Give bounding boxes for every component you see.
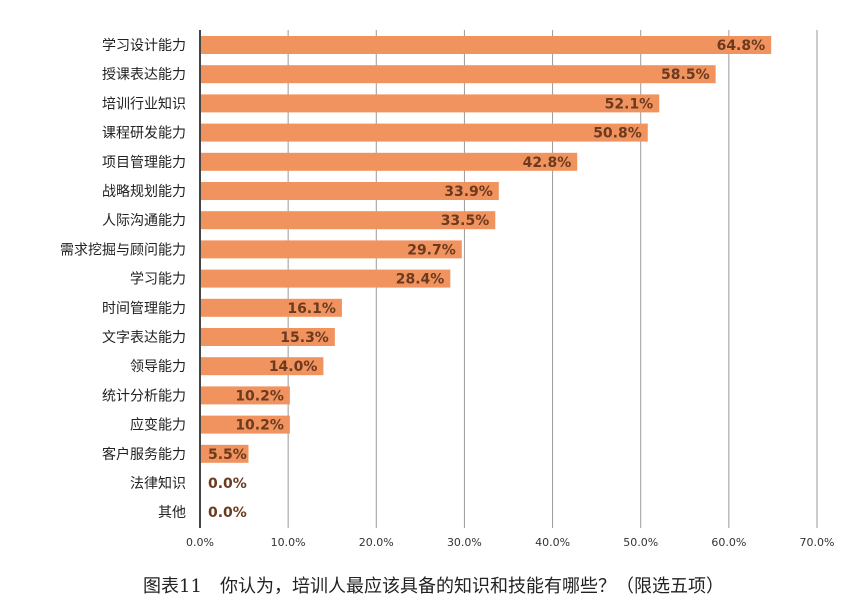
value-label: 58.5% [661, 67, 710, 83]
bar [200, 36, 772, 54]
bars [200, 36, 772, 463]
value-labels: 64.8% 58.5% 52.1% 50.8% 42.8% 33.9% 33.5% 29.7%… [208, 38, 765, 521]
value-label: 16.1% [287, 301, 336, 317]
category-label: 统计分析能力 [102, 388, 186, 404]
bar [200, 386, 290, 405]
value-label: 10.2% [235, 388, 284, 404]
category-label: 文字表达能力 [102, 330, 186, 346]
bar [200, 357, 324, 376]
value-label: 33.9% [444, 184, 493, 200]
category-label: 培训行业知识 [102, 95, 186, 112]
category-label: 项目管理能力 [102, 155, 186, 171]
value-label: 28.4% [396, 272, 445, 288]
value-label: 0.0% [208, 476, 247, 492]
category-label: 其他 [158, 505, 186, 521]
x-axis-tick-labels: 0.0% 10.0% 20.0% 30.0% 40.0% 50.0% 60.0% 70.0% [186, 536, 834, 549]
category-label: 法律知识 [130, 475, 186, 492]
bar [200, 298, 342, 317]
category-label: 应变能力 [130, 417, 186, 434]
value-label: 33.5% [441, 213, 490, 229]
bar [200, 444, 249, 463]
bar-chart: 学习设计能力授课表达能力培训行业知识课程研发能力项目管理能力战略规划能力人际沟通… [60, 30, 834, 549]
value-label: 42.8% [523, 155, 572, 171]
category-label: 授课表达能力 [102, 67, 186, 83]
grid-lines [287, 30, 818, 528]
bar [200, 415, 290, 434]
value-label: 64.8% [717, 38, 766, 54]
category-label: 领导能力 [130, 359, 186, 375]
category-labels: 学习设计能力授课表达能力培训行业知识课程研发能力项目管理能力战略规划能力人际沟通… [60, 38, 186, 521]
bar [200, 182, 499, 200]
bar [200, 123, 648, 142]
value-label: 52.1% [605, 96, 654, 112]
category-label: 人际沟通能力 [102, 213, 186, 229]
category-label: 需求挖掘与顾问能力 [60, 242, 186, 258]
bar [200, 211, 496, 230]
x-tick-label: 60.0% [711, 536, 746, 549]
category-label: 时间管理能力 [102, 301, 186, 317]
x-tick-label: 10.0% [271, 536, 306, 549]
value-label: 50.8% [593, 126, 642, 142]
value-label: 29.7% [407, 242, 456, 258]
category-label: 学习设计能力 [102, 38, 186, 54]
x-tick-label: 20.0% [359, 536, 394, 549]
bar [200, 65, 716, 84]
value-label: 5.5% [208, 447, 247, 463]
bar [200, 240, 462, 259]
bar [200, 269, 451, 288]
x-tick-label: 30.0% [447, 536, 482, 549]
x-tick-label: 40.0% [535, 536, 570, 549]
figure-caption: 图表11 你认为，培训人最应该具备的知识和技能有哪些？（限选五项） [143, 576, 724, 597]
value-label: 14.0% [269, 359, 318, 375]
category-label: 战略规划能力 [102, 184, 186, 200]
bar [200, 152, 578, 171]
category-label: 学习能力 [130, 272, 186, 288]
value-label: 10.2% [235, 418, 284, 434]
value-label: 15.3% [280, 330, 329, 346]
x-tick-label: 70.0% [800, 536, 835, 549]
value-label: 0.0% [208, 505, 247, 521]
bar [200, 94, 660, 113]
x-tick-label: 50.0% [623, 536, 658, 549]
x-tick-label: 0.0% [186, 536, 214, 549]
category-label: 客户服务能力 [102, 446, 186, 463]
bar [200, 328, 335, 346]
category-label: 课程研发能力 [102, 126, 186, 142]
